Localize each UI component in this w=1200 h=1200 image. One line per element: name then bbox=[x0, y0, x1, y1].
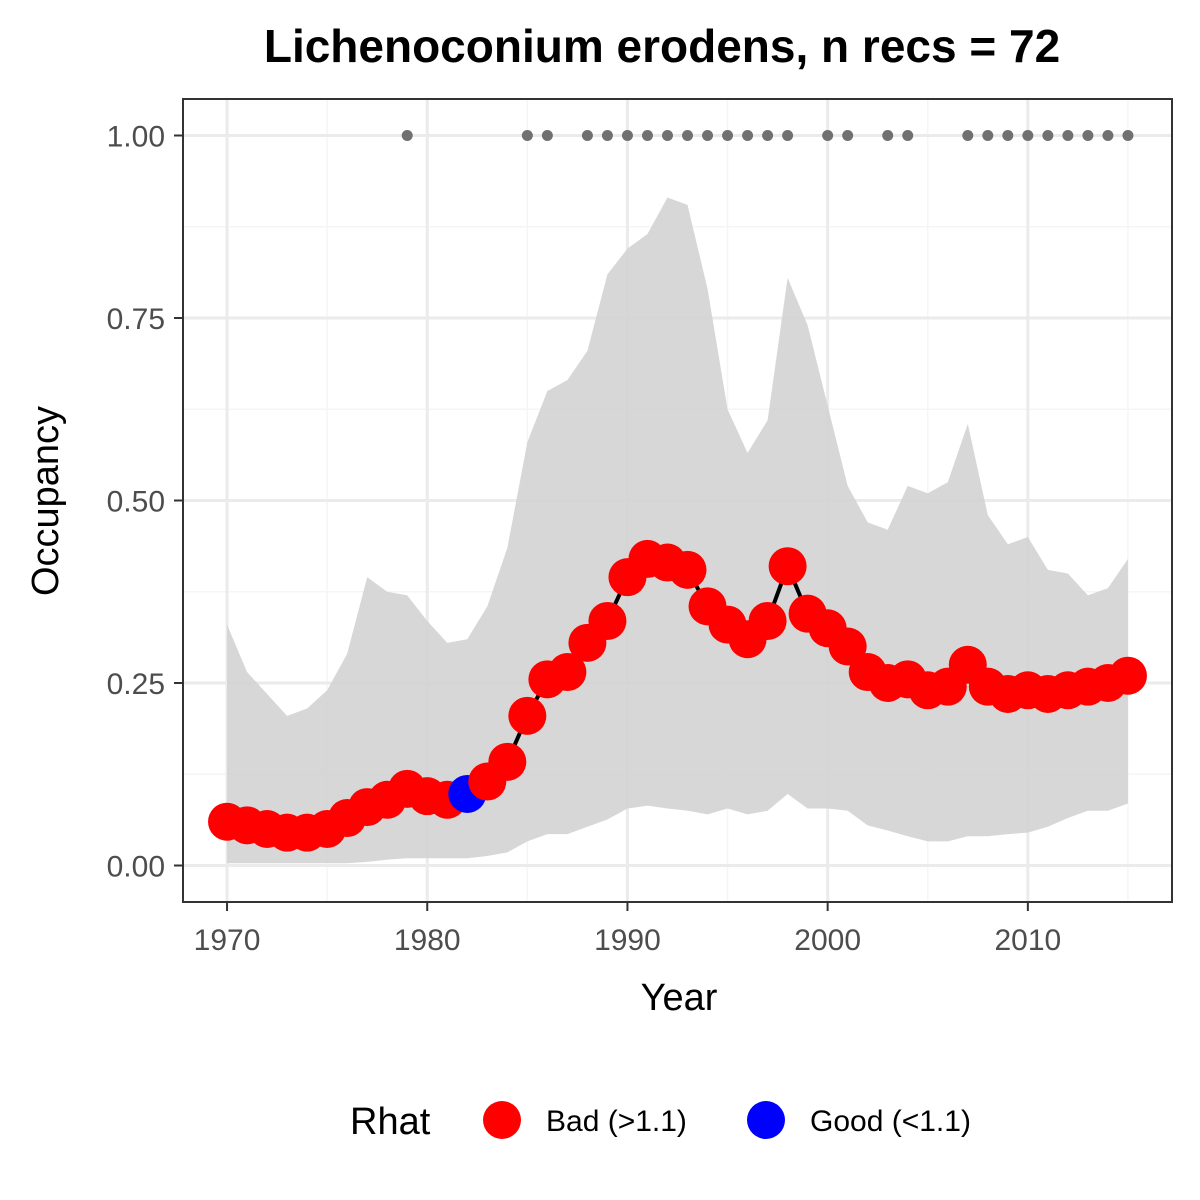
record-point-2014 bbox=[1102, 130, 1114, 141]
legend-key-bad bbox=[483, 1101, 521, 1139]
record-point-1991 bbox=[641, 130, 653, 141]
y-tick-label: 0.75 bbox=[107, 303, 165, 336]
occupancy-point-1997 bbox=[748, 601, 787, 640]
y-tick-label: 0.50 bbox=[107, 486, 165, 519]
record-point-1988 bbox=[581, 130, 593, 141]
legend-title: Rhat bbox=[350, 1101, 431, 1143]
record-point-2008 bbox=[982, 130, 994, 141]
x-tick-label: 2010 bbox=[994, 924, 1061, 957]
occupancy-points-layer bbox=[208, 539, 1147, 852]
record-point-2013 bbox=[1082, 130, 1094, 141]
y-tick-label: 0.25 bbox=[107, 668, 165, 701]
record-point-1997 bbox=[762, 130, 774, 141]
x-tick-label: 1990 bbox=[594, 924, 661, 957]
chart-title: Lichenoconium erodens, n recs = 72 bbox=[264, 20, 1060, 72]
record-point-1990 bbox=[621, 130, 633, 141]
x-tick-label: 1980 bbox=[394, 924, 461, 957]
occupancy-point-2015 bbox=[1108, 656, 1147, 695]
record-point-2010 bbox=[1022, 130, 1034, 141]
record-point-1995 bbox=[722, 130, 734, 141]
legend-label-good: Good (<1.1) bbox=[810, 1105, 971, 1138]
axis-ticks bbox=[174, 134, 1029, 911]
x-tick-label: 2000 bbox=[794, 924, 861, 957]
x-tick-labels: 1970 1980 1990 2000 2010 bbox=[194, 924, 1062, 957]
legend-key-good bbox=[747, 1101, 785, 1139]
record-point-1993 bbox=[682, 130, 694, 141]
occupancy-point-2001 bbox=[828, 627, 867, 666]
credible-interval-ribbon bbox=[227, 197, 1128, 864]
record-point-2011 bbox=[1042, 130, 1054, 141]
record-point-1979 bbox=[401, 130, 413, 141]
record-point-2004 bbox=[902, 130, 914, 141]
y-axis-title: Occupancy bbox=[25, 406, 67, 596]
occupancy-point-1985 bbox=[508, 696, 547, 735]
record-point-1989 bbox=[601, 130, 613, 141]
record-point-2009 bbox=[1002, 130, 1014, 141]
record-points-layer bbox=[401, 130, 1134, 141]
record-point-2012 bbox=[1062, 130, 1074, 141]
occupancy-point-1989 bbox=[588, 601, 627, 640]
record-point-2007 bbox=[962, 130, 974, 141]
y-tick-label: 0.00 bbox=[107, 851, 165, 884]
x-tick-label: 1970 bbox=[194, 924, 261, 957]
occupancy-point-1993 bbox=[668, 550, 707, 589]
record-point-2000 bbox=[822, 130, 834, 141]
record-point-2015 bbox=[1122, 130, 1134, 141]
record-point-1986 bbox=[541, 130, 553, 141]
record-point-2003 bbox=[882, 130, 894, 141]
credible-interval-ribbon-layer bbox=[227, 197, 1128, 864]
y-tick-labels: 0.00 0.25 0.50 0.75 1.00 bbox=[107, 121, 165, 884]
record-point-1985 bbox=[521, 130, 533, 141]
legend-label-bad: Bad (>1.1) bbox=[546, 1105, 687, 1138]
record-point-1996 bbox=[742, 130, 754, 141]
record-point-1992 bbox=[661, 130, 673, 141]
record-point-1998 bbox=[782, 130, 794, 141]
occupancy-point-1984 bbox=[488, 742, 527, 781]
record-point-2001 bbox=[842, 130, 854, 141]
occupancy-point-1987 bbox=[548, 653, 587, 692]
legend: Rhat Bad (>1.1) Good (<1.1) bbox=[350, 1101, 971, 1143]
record-point-1994 bbox=[702, 130, 714, 141]
x-axis-title: Year bbox=[641, 977, 718, 1019]
occupancy-point-1998 bbox=[768, 547, 807, 586]
y-tick-label: 1.00 bbox=[107, 121, 165, 154]
